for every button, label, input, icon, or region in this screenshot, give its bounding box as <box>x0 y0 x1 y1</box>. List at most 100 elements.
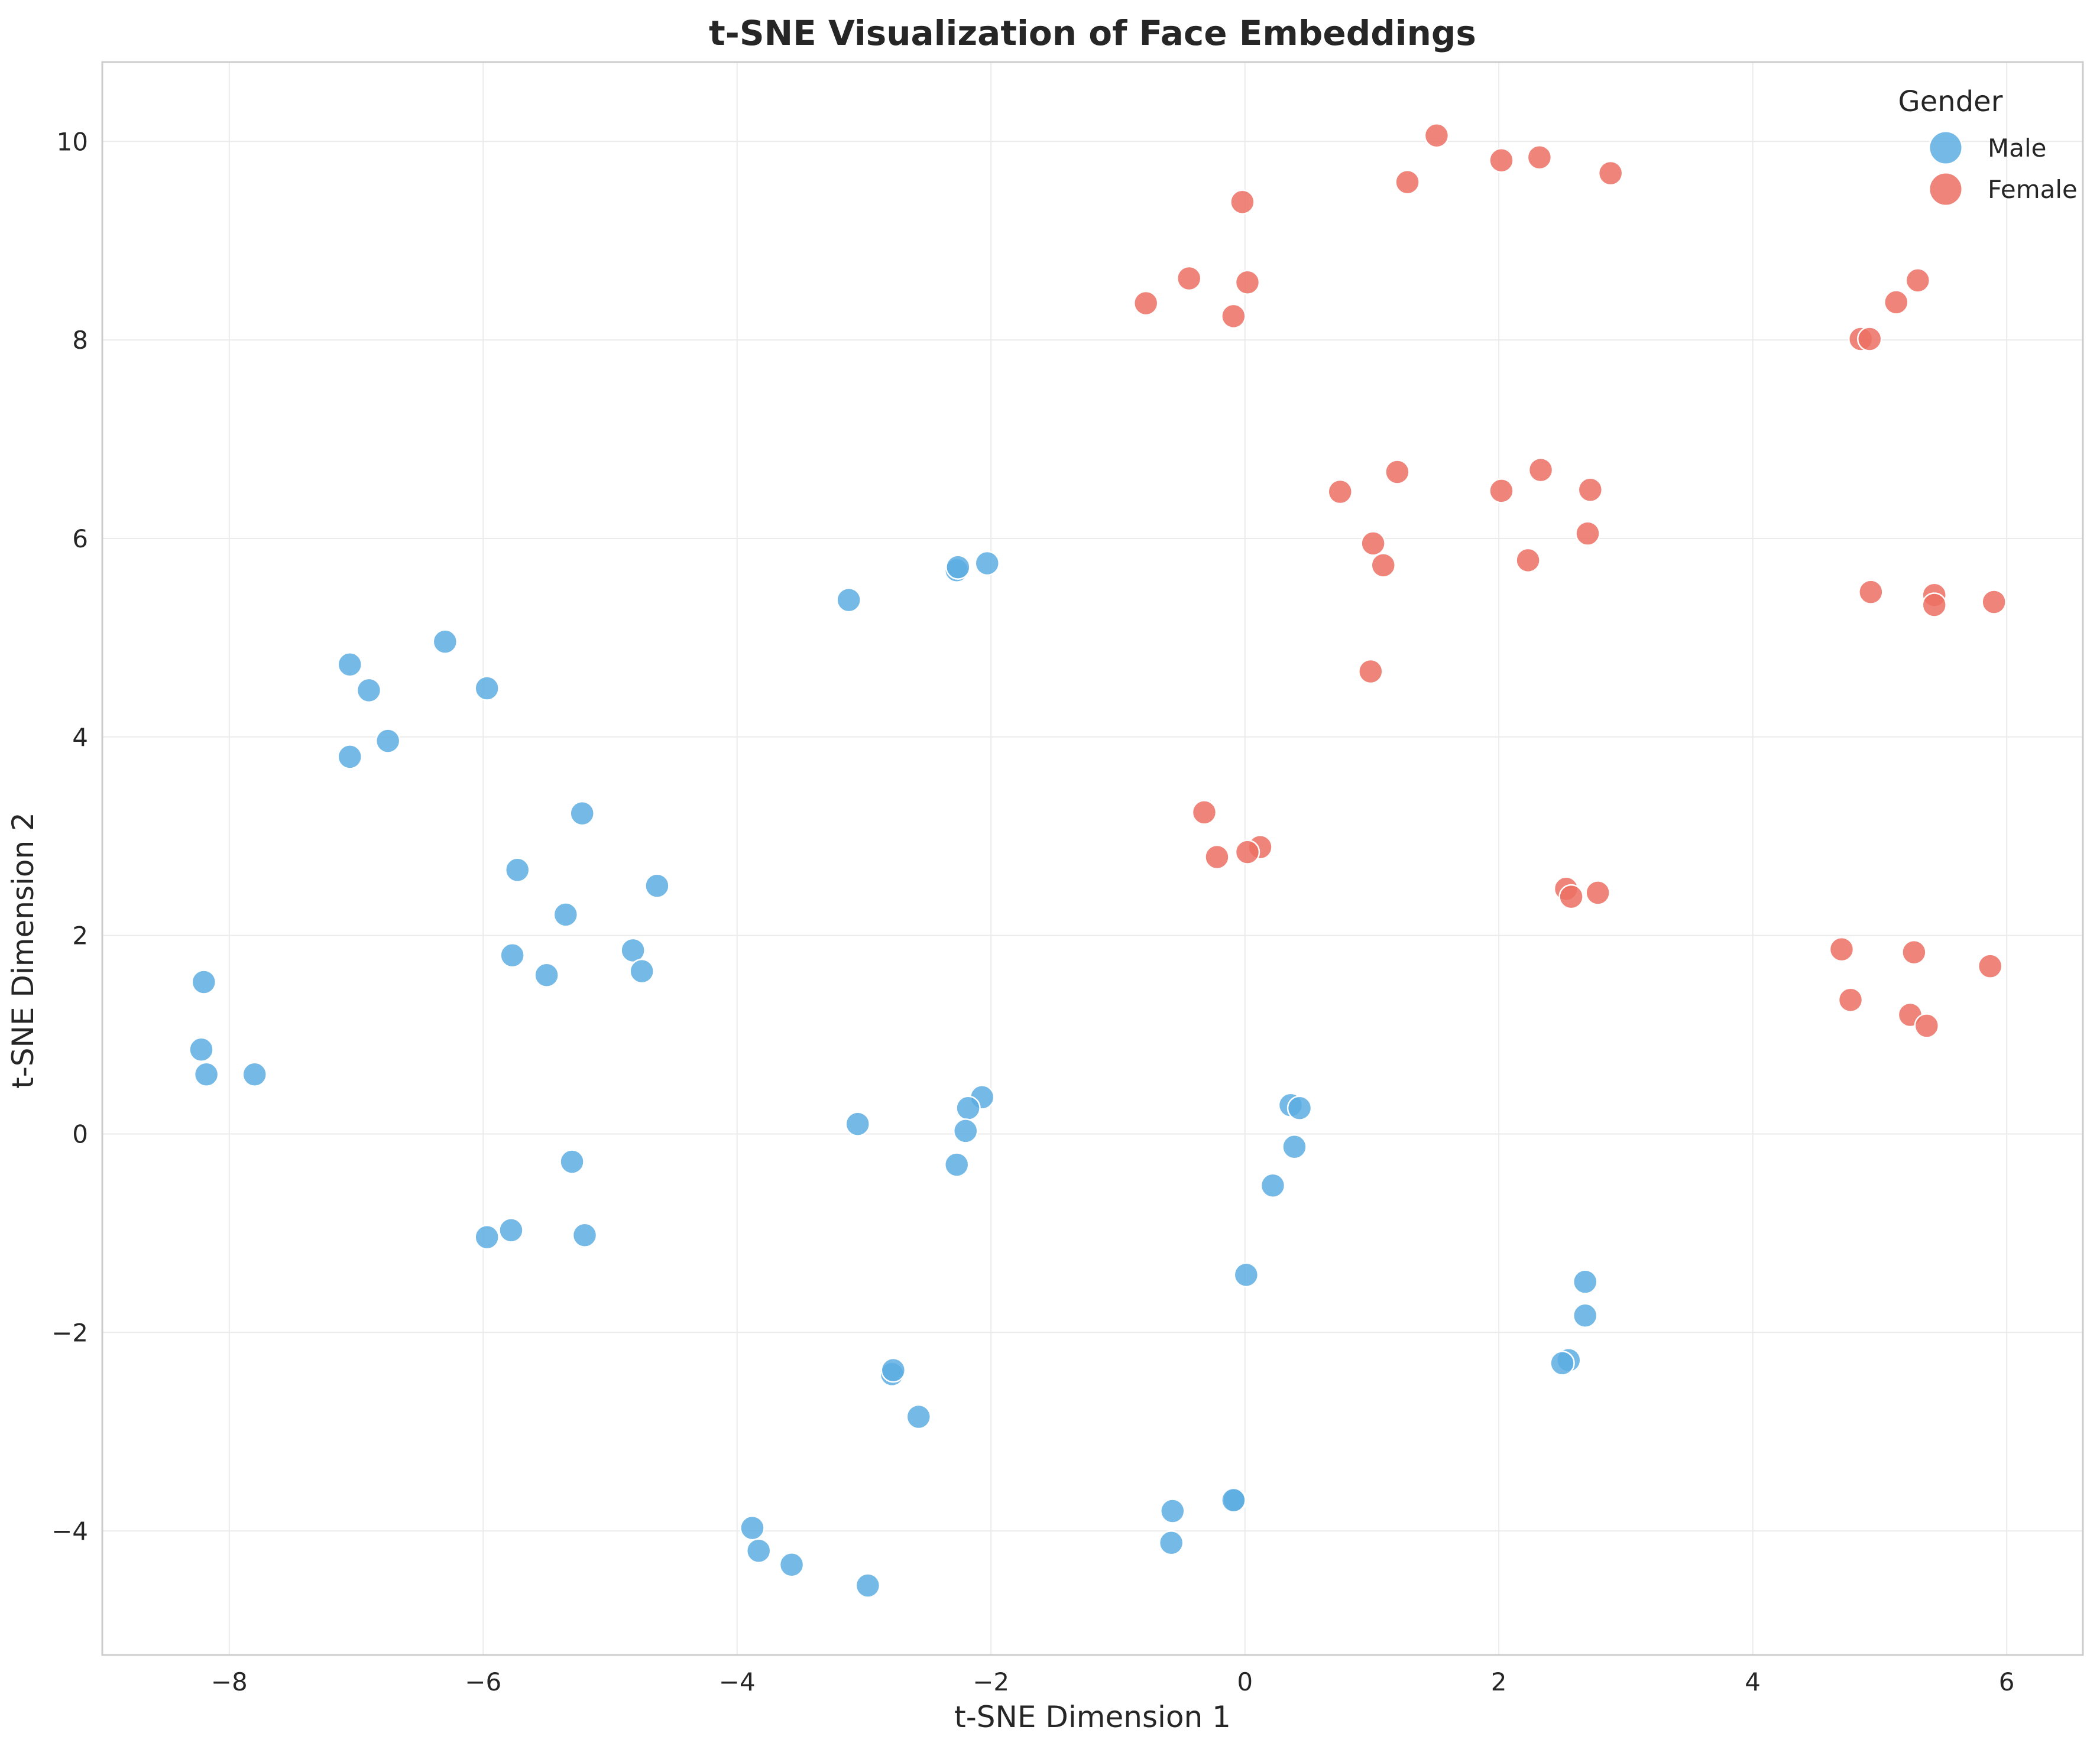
data-point-female <box>1981 589 2007 615</box>
data-point-male <box>906 1404 932 1430</box>
data-point-female <box>1901 939 1927 965</box>
x-axis-label: t-SNE Dimension 1 <box>954 1700 1231 1734</box>
legend-marker-male <box>1928 130 1963 165</box>
data-point-male <box>740 1515 765 1541</box>
data-point-male <box>880 1357 906 1383</box>
x-tick-label: −4 <box>719 1667 756 1696</box>
data-point-male <box>1572 1269 1598 1294</box>
data-point-female <box>1360 531 1386 556</box>
y-tick-label: 6 <box>72 524 88 553</box>
data-point-male <box>474 1224 500 1250</box>
data-point-male <box>242 1062 267 1087</box>
data-point-female <box>1358 658 1383 684</box>
data-point-female <box>1395 169 1420 195</box>
data-point-female <box>1575 521 1600 546</box>
data-point-male <box>1260 1173 1286 1199</box>
data-point-female <box>1884 290 1909 315</box>
data-point-male <box>620 937 646 963</box>
data-point-female <box>1585 880 1610 906</box>
data-point-female <box>1204 844 1230 870</box>
data-point-female <box>1597 160 1623 186</box>
y-tick-label: 2 <box>72 921 88 950</box>
data-point-male <box>189 1037 214 1062</box>
data-point-male <box>498 1218 524 1243</box>
data-point-female <box>1527 144 1553 170</box>
data-point-male <box>432 629 458 654</box>
data-point-female <box>1856 326 1882 352</box>
data-point-male <box>629 958 654 984</box>
y-tick-label: 8 <box>72 326 88 355</box>
y-tick-label: 0 <box>72 1119 88 1148</box>
data-point-male <box>1233 1262 1259 1288</box>
data-point-female <box>1977 953 2003 979</box>
data-points <box>189 123 2007 1598</box>
data-point-female <box>1234 839 1260 865</box>
data-point-female <box>1558 884 1584 910</box>
data-point-male <box>955 1095 981 1121</box>
data-point-female <box>1838 987 1864 1013</box>
legend-marker-female <box>1928 171 1963 207</box>
data-point-female <box>1191 800 1217 825</box>
data-point-female <box>1234 270 1260 296</box>
x-tick-label: −2 <box>973 1667 1009 1696</box>
data-point-male <box>1160 1498 1185 1524</box>
data-point-male <box>953 1118 978 1144</box>
data-point-male <box>375 728 401 754</box>
data-point-male <box>337 744 362 770</box>
x-tick-label: 6 <box>1999 1667 2015 1696</box>
x-tick-label: 0 <box>1237 1667 1253 1696</box>
legend-title: Gender <box>1898 85 2003 118</box>
y-tick-label: −4 <box>51 1517 88 1546</box>
data-point-male <box>779 1552 805 1578</box>
data-point-male <box>534 962 559 988</box>
data-point-male <box>1550 1351 1575 1376</box>
x-tick-label: −8 <box>211 1667 248 1696</box>
data-point-male <box>1158 1530 1184 1556</box>
data-point-female <box>1829 936 1855 962</box>
data-point-female <box>1515 547 1541 573</box>
data-point-female <box>1230 189 1255 215</box>
data-point-male <box>644 873 670 898</box>
data-point-female <box>1370 553 1396 578</box>
data-point-male <box>1221 1487 1246 1513</box>
data-point-male <box>746 1538 772 1563</box>
legend: Gender Male Female <box>1898 85 2078 207</box>
data-point-female <box>1221 303 1246 329</box>
data-point-female <box>1528 457 1554 483</box>
data-point-male <box>191 969 217 995</box>
data-point-female <box>1914 1013 1940 1038</box>
data-point-male <box>1572 1303 1598 1328</box>
plot-area-frame <box>101 61 2084 1656</box>
data-point-male <box>569 800 595 826</box>
data-point-female <box>1921 592 1947 618</box>
data-point-female <box>1176 265 1202 291</box>
data-point-male <box>559 1149 585 1174</box>
data-point-male <box>337 651 362 677</box>
data-point-female <box>1489 147 1514 173</box>
legend-label-male: Male <box>1988 134 2046 163</box>
data-point-male <box>553 902 579 927</box>
data-point-female <box>1133 290 1159 316</box>
data-point-male <box>974 550 1000 576</box>
data-point-female <box>1424 123 1450 148</box>
data-point-male <box>944 1152 970 1177</box>
data-point-female <box>1327 479 1353 505</box>
y-axis-label: t-SNE Dimension 2 <box>6 812 40 1089</box>
data-point-male <box>855 1573 881 1598</box>
x-tick-label: 2 <box>1491 1667 1507 1696</box>
legend-label-female: Female <box>1988 175 2078 204</box>
data-point-male <box>572 1222 598 1248</box>
data-point-male <box>845 1111 870 1137</box>
data-point-female <box>1858 579 1884 605</box>
data-point-female <box>1385 459 1410 485</box>
x-tick-label: −6 <box>465 1667 501 1696</box>
chart-title: t-SNE Visualization of Face Embeddings <box>709 13 1476 53</box>
data-point-male <box>500 942 525 968</box>
y-tick-label: 4 <box>72 723 88 752</box>
x-tick-label: 4 <box>1745 1667 1761 1696</box>
data-point-male <box>193 1062 219 1087</box>
tick-labels: −8 −6 −4 −2 0 2 4 6 −4 −2 0 2 4 6 8 10 <box>51 127 2014 1696</box>
y-tick-label: −2 <box>51 1318 88 1347</box>
data-point-male <box>356 677 382 703</box>
